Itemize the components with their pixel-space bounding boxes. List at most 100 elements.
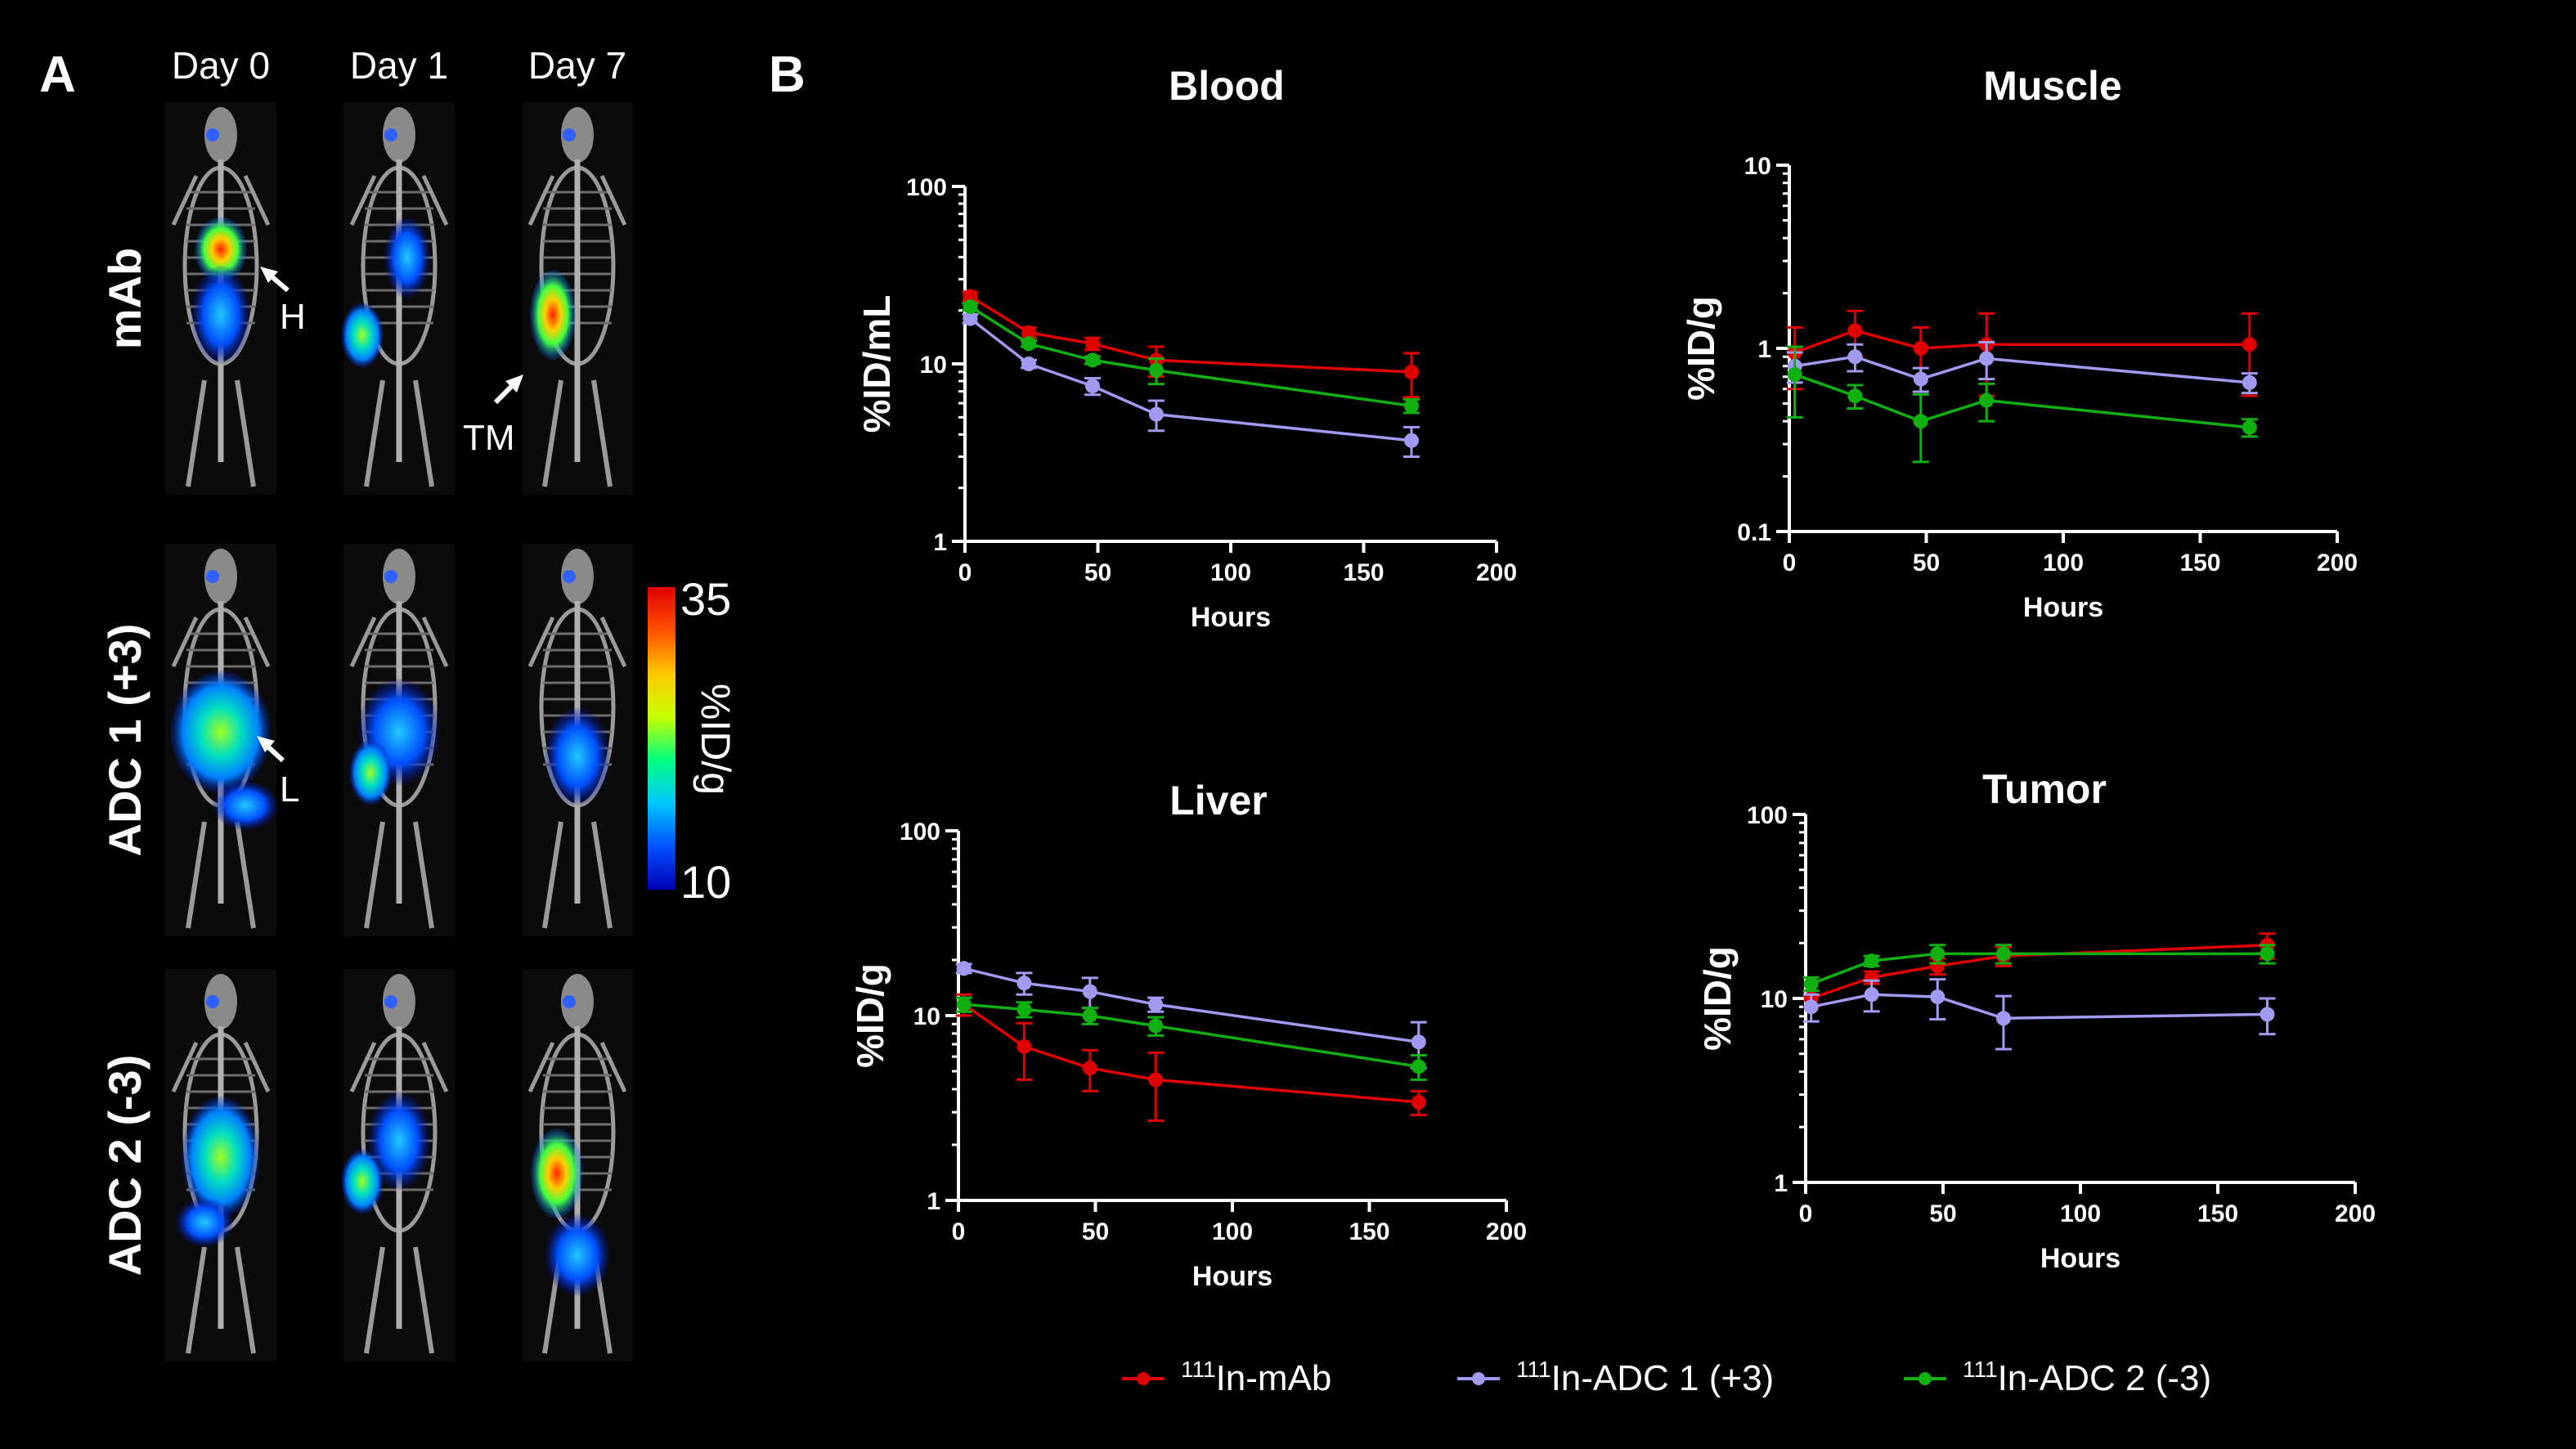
colorbar-max-label: 35 xyxy=(680,573,731,625)
chart-title: Tumor xyxy=(1982,766,2107,812)
x-tick-label: 50 xyxy=(1084,559,1111,586)
row-label-adc2: ADC 2 (-3) xyxy=(99,1055,150,1276)
annotation-tumor: TM xyxy=(463,375,523,458)
x-tick-label: 0 xyxy=(958,559,972,586)
data-point xyxy=(2242,419,2257,435)
data-point xyxy=(1085,379,1100,394)
series-111In-ADC 2 (-3) xyxy=(1802,944,2276,993)
data-point xyxy=(1148,997,1164,1012)
data-point xyxy=(1979,393,1995,408)
series-111In-ADC 2 (-3) xyxy=(1786,345,2258,464)
x-tick-label: 100 xyxy=(2043,550,2084,576)
data-point xyxy=(1787,366,1802,382)
mouse-image xyxy=(341,969,455,1362)
data-point xyxy=(1148,1018,1164,1034)
legend-label-text: In-ADC 1 (+3) xyxy=(1551,1358,1775,1398)
x-tick-label: 0 xyxy=(1799,1200,1813,1227)
chart-blood: Blood 1 10 100 0 50 100 150 200 Hours %ID/mL xyxy=(855,63,1517,633)
data-point xyxy=(1930,946,1945,962)
chart-title: Muscle xyxy=(1983,63,2122,109)
colorbar-min-label: 10 xyxy=(680,856,731,908)
data-point xyxy=(1995,1011,2011,1026)
x-tick-label: 150 xyxy=(2197,1200,2238,1227)
panel-a-label: A xyxy=(39,47,76,103)
mouse-image xyxy=(522,102,633,495)
series-line xyxy=(1794,373,2250,429)
series-111In-ADC 1 (+3) xyxy=(955,961,1427,1070)
x-tick-label: 200 xyxy=(2317,550,2358,576)
y-tick-label: 10 xyxy=(920,352,947,379)
data-point xyxy=(1847,349,1863,365)
data-point xyxy=(1085,352,1100,368)
data-point xyxy=(1021,325,1036,340)
series-line xyxy=(963,1003,1419,1104)
data-point xyxy=(1021,336,1036,352)
legend-label-text: In-ADC 2 (-3) xyxy=(1998,1358,2212,1398)
series-line xyxy=(963,1003,1420,1069)
imaging-panel: Day 0 Day 1 Day 7 mAb ADC 1 (+3) ADC 2 (… xyxy=(99,44,738,1362)
mouse-image xyxy=(165,102,276,495)
x-tick-label: 50 xyxy=(1913,550,1940,576)
y-axis-label: %ID/mL xyxy=(855,295,898,433)
series-111In-mAb xyxy=(962,289,1420,399)
data-point xyxy=(963,311,978,326)
data-point xyxy=(1847,323,1863,339)
x-tick-label: 0 xyxy=(1783,550,1797,576)
series-line xyxy=(1794,329,2250,354)
x-tick-label: 0 xyxy=(952,1218,966,1245)
data-point xyxy=(1148,1072,1164,1088)
x-axis-label: Hours xyxy=(2040,1243,2120,1274)
y-tick-label: 100 xyxy=(900,819,940,846)
x-tick-label: 50 xyxy=(1082,1218,1109,1245)
y-tick-label: 1 xyxy=(1774,1170,1788,1197)
data-point xyxy=(1864,953,1879,969)
data-point xyxy=(1913,341,1928,356)
mouse-image xyxy=(165,969,276,1362)
data-point xyxy=(2242,375,2257,390)
data-point xyxy=(2242,337,2257,352)
x-tick-label: 150 xyxy=(2179,550,2220,576)
row-label-mab: mAb xyxy=(99,248,150,349)
y-tick-label: 10 xyxy=(913,1003,940,1030)
data-point xyxy=(1913,414,1928,429)
data-point xyxy=(956,961,972,976)
data-point xyxy=(1979,351,1995,366)
legend-label-text: In-mAb xyxy=(1216,1358,1332,1398)
chart-title: Blood xyxy=(1169,63,1285,109)
data-point xyxy=(1149,406,1164,422)
x-axis-label: Hours xyxy=(2023,592,2103,623)
series-line xyxy=(1811,993,2268,1021)
y-tick-label: 100 xyxy=(906,174,947,201)
mouse-image xyxy=(165,544,278,936)
x-tick-label: 50 xyxy=(1929,1200,1956,1227)
data-point xyxy=(1016,976,1032,991)
legend-label: 111In-mAb xyxy=(1181,1357,1331,1398)
chart-tumor: Tumor 1 10 100 0 50 100 150 200 Hours %ID/g xyxy=(1696,766,2376,1274)
mouse-image-grid xyxy=(165,102,633,1362)
row-label-adc1: ADC 1 (+3) xyxy=(99,624,150,857)
data-point xyxy=(1016,1039,1032,1054)
y-tick-label: 10 xyxy=(1744,153,1771,180)
legend: 111In-mAb 111In-ADC 1 (+3) 111 In-ADC 2 (-3… xyxy=(1122,1357,2211,1398)
x-tick-label: 100 xyxy=(2060,1200,2101,1227)
chart-liver: Liver 1 10 100 0 50 100 150 200 Hours %ID/g xyxy=(849,778,1527,1292)
series-111In-ADC 1 (+3) xyxy=(1802,978,2276,1051)
legend-label-superscript: 111 xyxy=(1181,1357,1216,1382)
data-point xyxy=(956,997,972,1012)
colorbar-gradient xyxy=(648,587,675,890)
data-point xyxy=(1411,1094,1426,1110)
series-111In-mAb xyxy=(1786,309,2258,397)
data-point xyxy=(1082,984,1097,999)
legend-swatch-marker xyxy=(1919,1372,1932,1385)
y-tick-label: 100 xyxy=(1747,802,1788,829)
colorbar: 35 10 %ID/g xyxy=(648,573,738,908)
y-axis-label: %ID/g xyxy=(1696,946,1739,1051)
column-label-day7: Day 7 xyxy=(528,44,626,87)
y-tick-label: 1 xyxy=(933,529,947,556)
data-point xyxy=(1021,357,1036,371)
legend-swatch-marker xyxy=(1137,1372,1150,1385)
data-point xyxy=(1404,364,1419,379)
data-point xyxy=(1803,976,1819,992)
legend-item: 111In-ADC 1 (+3) xyxy=(1457,1357,1774,1398)
